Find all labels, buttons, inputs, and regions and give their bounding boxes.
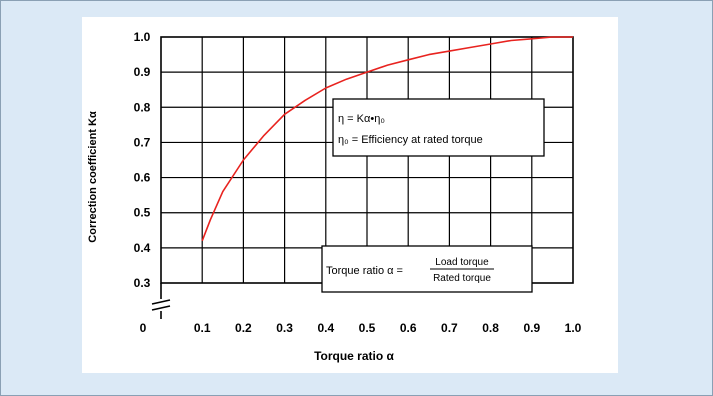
y-tick-label: 0.6 [134, 171, 151, 185]
efficiency-formula: η = Kα•η₀ [338, 113, 385, 125]
y-axis-label: Correction coefficient Kα [87, 111, 99, 243]
x-tick-label: 0.5 [359, 321, 376, 335]
efficiency-annotation-box: η = Kα•η₀ η₀ = Efficiency at rated torqu… [332, 98, 545, 157]
axis-break-mark [151, 299, 171, 311]
origin-label: 0 [140, 321, 147, 335]
chart-card: 0.3 0.4 0.5 0.6 0.7 0.8 0.9 1.0 0.1 0.2 0.3 0.4 0.5… [82, 17, 618, 373]
x-tick-label: 0.2 [235, 321, 252, 335]
x-tick-label: 0.6 [400, 321, 417, 335]
x-axis-label: Torque ratio α [314, 349, 394, 363]
y-tick-label: 0.5 [134, 206, 151, 220]
axis-break-lines [151, 299, 171, 311]
torque-ratio-annotation-box: Torque ratio α = Load torque Rated torqu… [321, 245, 533, 293]
y-tick-labels: 0.3 0.4 0.5 0.6 0.7 0.8 0.9 1.0 [134, 30, 151, 290]
curve-layer [201, 36, 573, 242]
y-tick-label: 1.0 [134, 30, 151, 44]
x-tick-label: 0.1 [194, 321, 211, 335]
efficiency-definition: η₀ = Efficiency at rated torque [338, 134, 483, 146]
x-tick-labels: 0.1 0.2 0.3 0.4 0.5 0.6 0.7 0.8 0.9 1.0 [194, 321, 582, 335]
x-tick-label: 1.0 [565, 321, 582, 335]
x-tick-label: 0.9 [523, 321, 540, 335]
x-tick-label: 0.8 [482, 321, 499, 335]
torque-ratio-denominator: Rated torque [433, 273, 491, 284]
x-tick-label: 0.3 [276, 321, 293, 335]
x-tick-label: 0.7 [441, 321, 458, 335]
x-tick-label: 0.4 [317, 321, 334, 335]
y-tick-label: 0.3 [134, 276, 151, 290]
y-tick-label: 0.9 [134, 65, 151, 79]
correction-curve [201, 36, 573, 242]
y-tick-label: 0.7 [134, 135, 151, 149]
y-tick-label: 0.8 [134, 100, 151, 114]
y-tick-label: 0.4 [134, 241, 151, 255]
correction-coefficient-chart: 0.3 0.4 0.5 0.6 0.7 0.8 0.9 1.0 0.1 0.2 0.3 0.4 0.5… [87, 30, 582, 363]
torque-ratio-prefix: Torque ratio α = [326, 265, 403, 277]
torque-ratio-numerator: Load torque [435, 257, 489, 268]
